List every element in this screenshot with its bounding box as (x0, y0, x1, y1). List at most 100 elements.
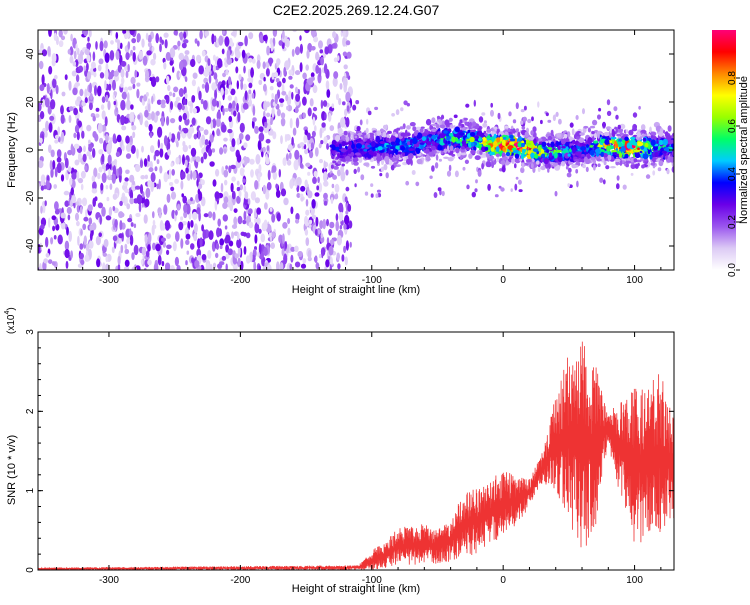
spectrogram-cell (68, 80, 72, 91)
spectrogram-cell (105, 94, 109, 103)
spectrogram-cell (461, 146, 465, 150)
spectrogram-cell (125, 135, 130, 144)
spectrogram-cell (218, 100, 222, 109)
spectrogram-cell (598, 107, 602, 112)
spectrogram-cell (640, 124, 646, 131)
spectrogram-cell (642, 137, 647, 142)
spectrogram-cell (73, 107, 78, 116)
spectrogram-cell (443, 137, 446, 144)
spectrogram-cell (658, 160, 664, 167)
spectrogram-cell (112, 165, 116, 175)
spectrogram-cell (155, 76, 160, 83)
spectrogram-cell (338, 202, 344, 213)
spectrogram-cell (162, 57, 166, 64)
spectrogram-cell (454, 170, 459, 178)
spectrogram-cell (592, 119, 598, 126)
spectrogram-cell (375, 193, 379, 198)
spectrogram-cell (477, 169, 482, 177)
spectrogram-cell (311, 214, 317, 219)
spectrogram-cell (242, 156, 248, 166)
spectrogram-cell (325, 259, 330, 268)
spectrogram-cell (572, 164, 579, 168)
spectrogram-cell (224, 225, 228, 230)
spectrogram-cell (319, 49, 324, 54)
spectrogram-cell (209, 134, 214, 143)
spectrogram-cell (88, 240, 94, 249)
spectrogram-ytick-label: 0 (25, 147, 36, 153)
spectrogram-cell (602, 179, 606, 185)
spectrogram-cell (346, 51, 352, 59)
spectrogram-cell (115, 32, 119, 39)
spectrogram-cell (124, 177, 129, 182)
spectrogram-cell (126, 237, 131, 245)
spectrogram-cell (225, 234, 231, 244)
spectrogram-cell (75, 201, 80, 206)
spectrogram-cell (67, 166, 72, 173)
spectrogram-cell (66, 206, 72, 215)
spectrogram-cell (328, 228, 333, 236)
spectrogram-cell (235, 66, 239, 74)
spectrogram-cell (215, 118, 221, 127)
spectrogram-cell (478, 138, 482, 142)
spectrogram-cell (311, 199, 316, 209)
spectrogram-cell (337, 153, 340, 158)
spectrogram-cell (242, 102, 249, 110)
spectrogram-cell (163, 204, 168, 215)
spectrogram-cell (194, 260, 200, 268)
spectrogram-cell (125, 169, 130, 175)
spectrogram-cell (75, 212, 79, 221)
spectrogram-cell (585, 166, 589, 173)
spectrogram-cell (258, 265, 261, 270)
spectrogram-cell (415, 147, 421, 154)
spectrogram-cell (86, 124, 92, 132)
spectrogram-cell (302, 72, 307, 80)
spectrogram-cell (95, 41, 98, 50)
spectrogram-cell (113, 100, 117, 106)
spectrogram-cell (191, 257, 195, 264)
spectrogram-cell (567, 183, 570, 188)
spectrogram-cell (250, 191, 256, 201)
spectrogram-cell (48, 65, 53, 75)
spectrogram-cell (60, 105, 64, 115)
spectrogram-cell (318, 67, 322, 78)
spectrogram-cell (395, 133, 398, 138)
spectrogram-cell (69, 177, 73, 186)
spectrogram-cell (618, 152, 623, 158)
spectrogram-cell (244, 35, 248, 47)
spectrogram-cell (118, 233, 124, 239)
spectrogram-cell (161, 237, 166, 242)
spectrogram-cell (520, 109, 525, 113)
spectrogram-cell (606, 99, 611, 106)
spectrogram-cell (115, 50, 120, 61)
spectrogram-cell (607, 154, 612, 161)
spectrogram-cell (459, 132, 465, 136)
spectrogram-cell (124, 31, 130, 39)
spectrogram-cell (288, 75, 293, 80)
spectrogram-cell (386, 134, 390, 138)
spectrogram-cell (306, 49, 310, 59)
spectrogram-cell (110, 40, 114, 45)
spectrogram-cell (184, 76, 188, 83)
spectrogram-cell (80, 259, 85, 266)
spectrogram-cell (126, 203, 131, 210)
spectrogram-cell (211, 33, 215, 45)
spectrogram-cell (291, 48, 295, 57)
spectrogram-cell (310, 142, 314, 150)
spectrogram-cell (613, 106, 618, 112)
spectrogram-cell (145, 32, 149, 41)
spectrogram-cell (522, 148, 526, 155)
spectrogram-cell (489, 151, 496, 156)
snr-ytick-label: 0 (25, 567, 36, 573)
spectrogram-cell (238, 190, 242, 198)
spectrogram-cell (168, 91, 173, 97)
spectrogram-cell (286, 159, 292, 166)
spectrogram-cell (91, 188, 98, 194)
spectrogram-cell (178, 124, 182, 131)
spectrogram-cell (254, 218, 257, 223)
colorbar-label: Normalized spectral amplitude (738, 76, 750, 224)
spectrogram-cell (343, 130, 348, 136)
spectrogram-cell (149, 77, 153, 81)
spectrogram-cell (183, 211, 188, 219)
spectrogram-cell (144, 267, 147, 270)
